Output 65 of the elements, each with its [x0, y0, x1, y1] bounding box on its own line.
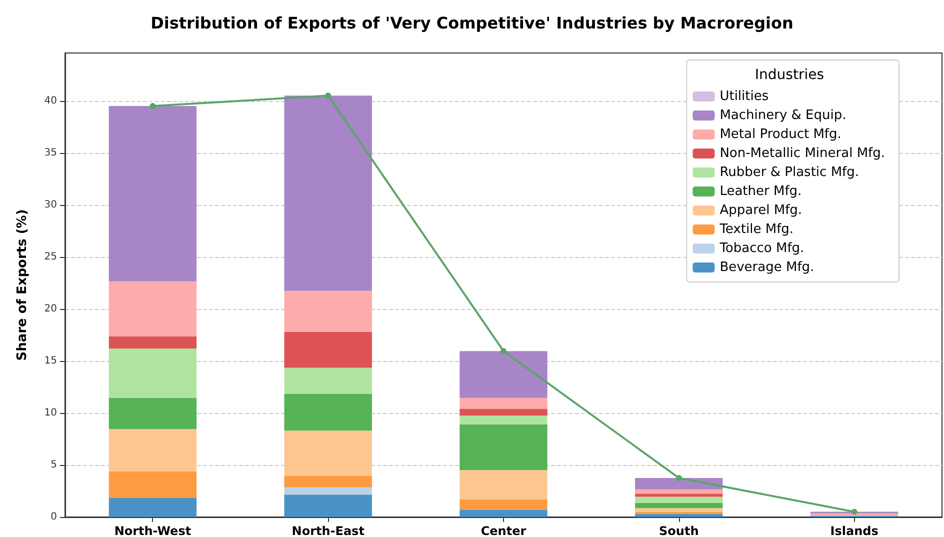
bar: [635, 489, 723, 494]
bar: [460, 398, 548, 409]
legend-label: Machinery & Equip.: [720, 108, 846, 123]
point: [150, 103, 156, 110]
legend-label: Apparel Mfg.: [720, 203, 802, 218]
y-tick-label: 40: [44, 95, 57, 106]
bar: [108, 429, 197, 472]
bar: [635, 496, 723, 503]
bar: [284, 487, 372, 495]
y-tick-label: 15: [44, 355, 57, 366]
x-tick-label: Center: [480, 524, 526, 537]
y-tick-label: 35: [44, 147, 57, 158]
x-tick-label: North-West: [114, 524, 192, 537]
bar: [108, 471, 197, 498]
bar: [108, 281, 197, 336]
bar: [635, 502, 723, 508]
bar: [284, 290, 372, 332]
legend-title: Industries: [754, 67, 824, 83]
x-tick-label: North-East: [292, 524, 365, 537]
bar: [108, 336, 197, 348]
bar: [460, 351, 548, 398]
bar: [635, 478, 723, 490]
y-tick-label: 20: [44, 303, 57, 314]
legend-label: Rubber & Plastic Mfg.: [720, 165, 859, 180]
legend-label: Beverage Mfg.: [720, 260, 814, 275]
x-tick-label: Islands: [830, 524, 878, 537]
bar: [108, 498, 197, 517]
bar: [460, 408, 548, 416]
bar: [284, 368, 372, 394]
legend-label: Non-Metallic Mineral Mfg.: [720, 146, 886, 161]
bar: [284, 476, 372, 488]
bar: [284, 430, 372, 476]
y-axis-title: Share of Exports (%): [15, 209, 30, 361]
bar: [810, 513, 898, 516]
bar: [460, 424, 548, 470]
bar: [108, 398, 197, 430]
point: [325, 92, 332, 99]
bar: [284, 394, 372, 431]
y-tick-label: 30: [44, 199, 57, 210]
bar: [284, 494, 372, 517]
y-tick-label: 25: [44, 251, 57, 262]
legend-label: Tobacco Mfg.: [718, 241, 804, 256]
bar: [460, 499, 548, 510]
bar: [460, 416, 548, 424]
bar: [108, 348, 197, 398]
bar: [635, 494, 723, 497]
legend-label: Metal Product Mfg.: [720, 127, 842, 142]
point: [500, 348, 506, 354]
legend-label: Textile Mfg.: [718, 222, 794, 237]
legend-label: Utilities: [720, 89, 769, 104]
legend-label: Leather Mfg.: [720, 184, 802, 199]
bar: [284, 96, 372, 291]
y-tick-label: 10: [44, 407, 57, 418]
bar: [108, 106, 197, 282]
bar: [635, 514, 723, 517]
point: [676, 474, 682, 481]
bar: [635, 508, 723, 512]
y-tick-label: 0: [50, 512, 57, 522]
x-tick-label: South: [659, 524, 699, 537]
chart-title: Distribution of Exports of 'Very Competitive' Industries by Macroregion: [150, 14, 794, 32]
bar: [460, 510, 548, 517]
bar: [460, 470, 548, 500]
y-tick-label: 5: [50, 459, 57, 470]
bar: [284, 332, 372, 368]
point: [851, 508, 858, 515]
